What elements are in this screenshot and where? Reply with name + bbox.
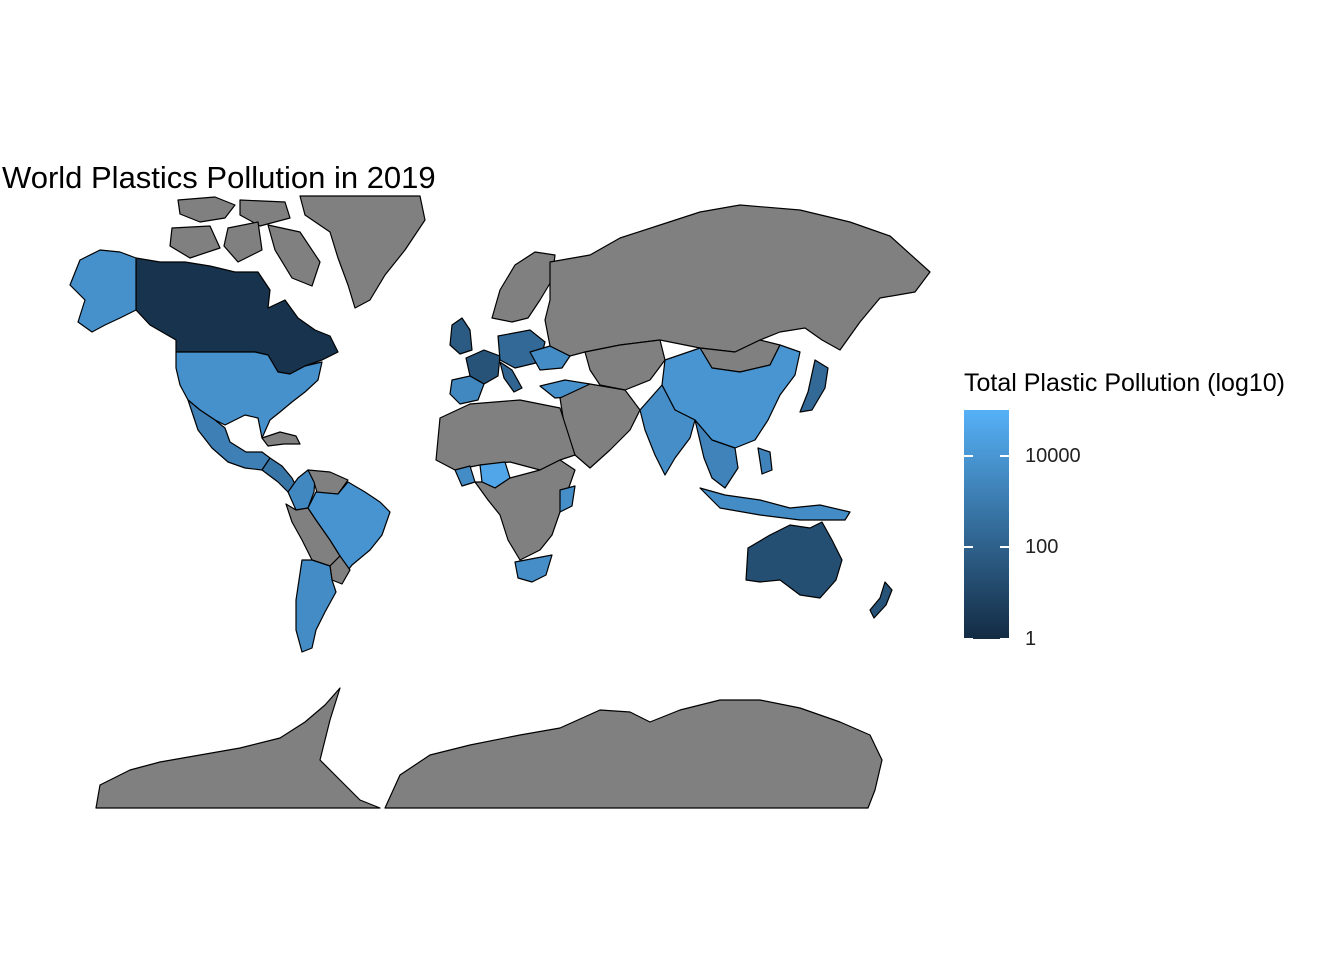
legend-title: Total Plastic Pollution (log10) bbox=[964, 369, 1285, 397]
region-india[interactable] bbox=[639, 384, 696, 476]
region-brazil[interactable] bbox=[307, 481, 391, 579]
region-canada[interactable] bbox=[223, 221, 263, 263]
legend-tick-label: 100 bbox=[1025, 536, 1059, 559]
region-canada[interactable] bbox=[135, 257, 339, 375]
region-ukraine[interactable] bbox=[529, 345, 571, 371]
region-caribbean[interactable] bbox=[261, 431, 301, 447]
region-iberia[interactable] bbox=[449, 375, 485, 405]
region-new-zealand[interactable] bbox=[869, 581, 893, 619]
region-argentina-chile[interactable] bbox=[295, 559, 337, 653]
region-kenya[interactable] bbox=[559, 485, 576, 513]
region-philippines[interactable] bbox=[757, 447, 773, 475]
region-canada[interactable] bbox=[267, 224, 321, 287]
region-antarctica[interactable] bbox=[384, 699, 883, 809]
legend-colorbar bbox=[964, 410, 1009, 639]
region-alaska[interactable] bbox=[69, 249, 137, 333]
region-japan[interactable] bbox=[799, 359, 829, 413]
region-antarctica[interactable] bbox=[95, 687, 381, 809]
region-mexico[interactable] bbox=[187, 399, 271, 471]
region-uk-ireland[interactable] bbox=[449, 317, 473, 355]
region-australia[interactable] bbox=[745, 521, 843, 599]
legend-tick-label: 1 bbox=[1025, 628, 1037, 650]
page-title: World Plastics Pollution in 2019 bbox=[2, 160, 436, 195]
region-indonesia[interactable] bbox=[699, 487, 851, 521]
region-russia[interactable] bbox=[544, 204, 931, 357]
region-italy[interactable] bbox=[499, 361, 523, 393]
region-ghana[interactable] bbox=[454, 465, 476, 487]
region-scandinavia[interactable] bbox=[491, 251, 556, 323]
region-canada[interactable] bbox=[239, 199, 291, 227]
region-north-africa[interactable] bbox=[435, 399, 576, 471]
region-central-asia[interactable] bbox=[584, 339, 666, 391]
region-canada[interactable] bbox=[177, 196, 236, 223]
region-south-africa[interactable] bbox=[514, 554, 553, 583]
legend-tick-label: 10000 bbox=[1025, 444, 1081, 467]
region-canada[interactable] bbox=[169, 225, 221, 259]
region-southeast-asia[interactable] bbox=[694, 419, 739, 489]
region-greenland[interactable] bbox=[299, 195, 426, 309]
